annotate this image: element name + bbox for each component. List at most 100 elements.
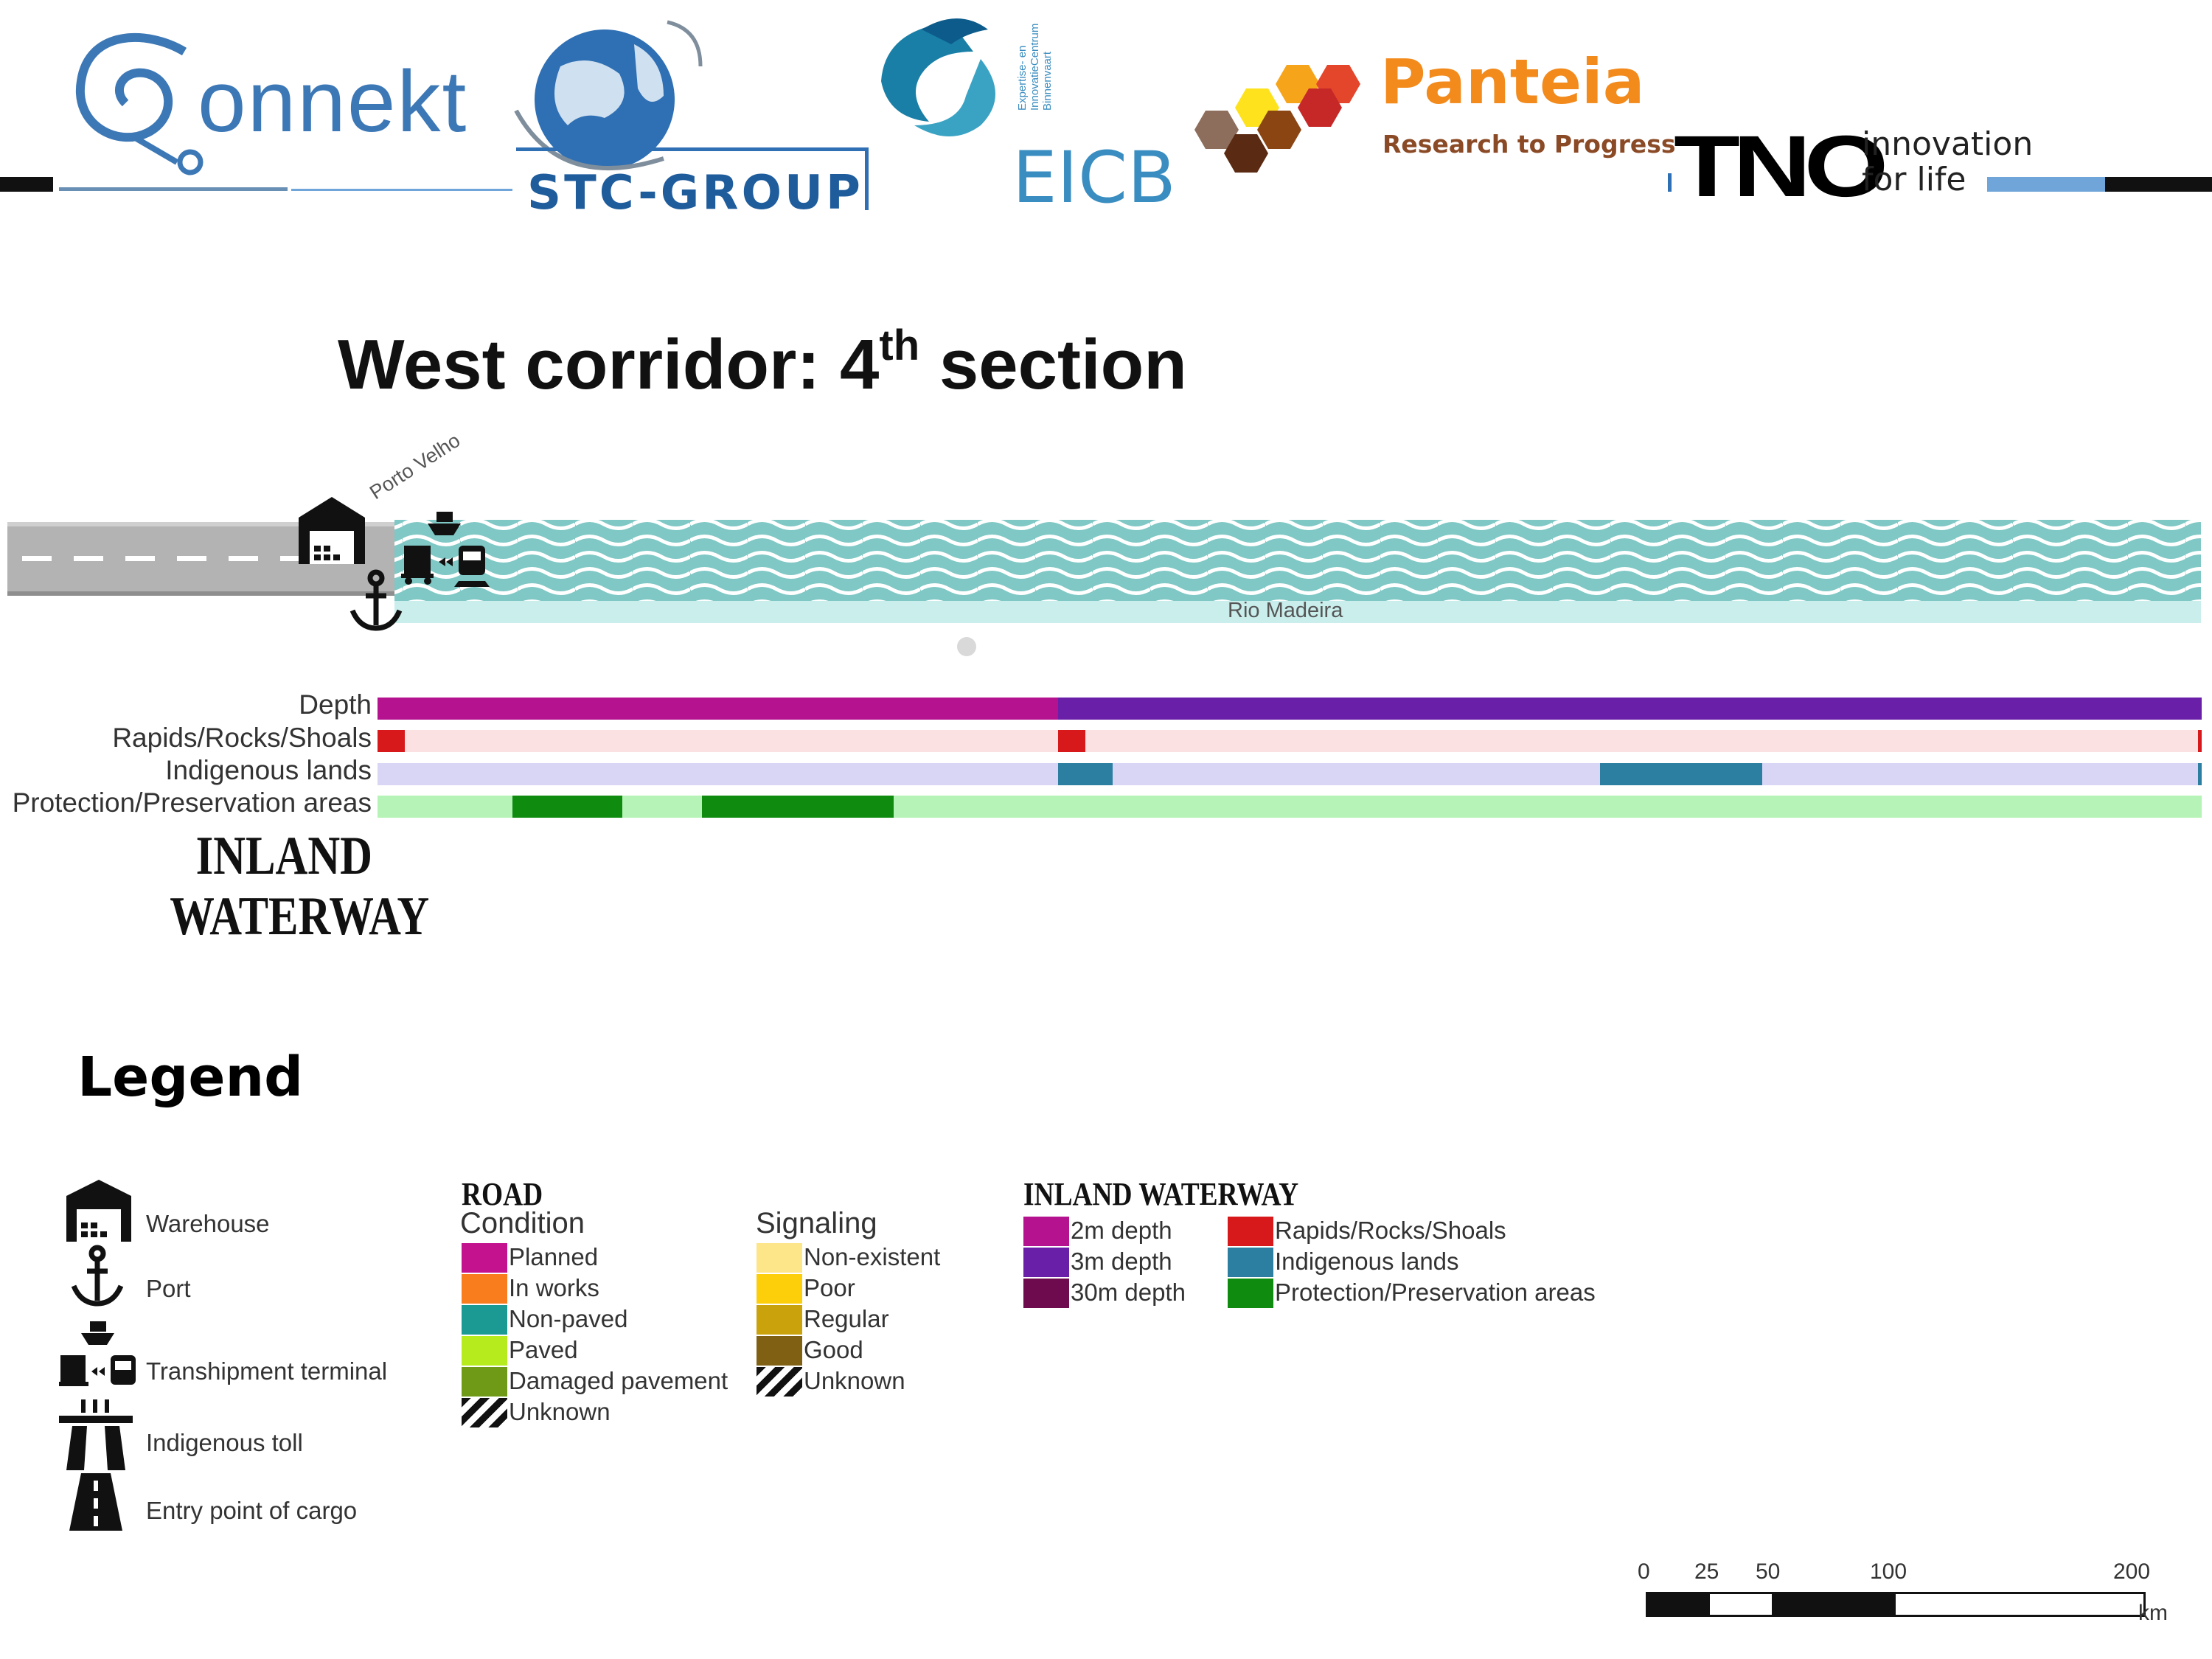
- track-segment: [378, 730, 406, 752]
- tno-tagline-2: for life: [1862, 161, 1966, 198]
- title-superscript: th: [879, 321, 920, 369]
- stc-globe-logo: [514, 20, 869, 210]
- stc-wordmark: STC-GROUP: [527, 166, 863, 220]
- legend-swatch-label: 30m depth: [1071, 1279, 1186, 1306]
- scale-tick-label: 50: [1756, 1559, 1781, 1584]
- track-rapids: [378, 730, 2202, 752]
- legend-swatch-label: Rapids/Rocks/Shoals: [1275, 1217, 1506, 1244]
- eicb-vertical-line: Expertise- en: [1016, 45, 1029, 111]
- legend-swatch: [462, 1336, 507, 1366]
- track-segment: [512, 796, 622, 818]
- scale-tick-label: 200: [2113, 1559, 2151, 1584]
- eicb-logo: [881, 18, 995, 136]
- scale-bar-segment: [1772, 1594, 1896, 1615]
- legend-symbol-icons: [59, 1180, 136, 1531]
- inland-title-line: WATERWAY: [170, 886, 430, 947]
- logo-banner: onnekt STC-GROUP EICB Expertise- en Inno…: [0, 0, 2212, 221]
- river-label: Rio Madeira: [1228, 599, 1343, 622]
- legend-symbol-label: Indigenous toll: [146, 1429, 303, 1456]
- legend-symbol-label: Transhipment terminal: [146, 1357, 388, 1385]
- track-segment: [1599, 763, 1762, 785]
- track-indigenous: [378, 763, 2202, 785]
- map-marker-dot: [957, 637, 976, 656]
- connekt-wordmark: onnekt: [198, 53, 468, 150]
- legend-swatch-label: Good: [804, 1336, 863, 1363]
- tno-tagline-1: innovation: [1862, 125, 2034, 163]
- legend-swatch: [462, 1305, 507, 1335]
- legend-swatch: [1023, 1248, 1069, 1277]
- road-entry-icon: [69, 1473, 122, 1531]
- legend-swatch: [757, 1367, 802, 1397]
- panteia-wordmark: Panteia: [1380, 46, 1645, 118]
- road-legend-subtitle: Condition: [460, 1207, 585, 1239]
- scale-tick-label: 100: [1870, 1559, 1907, 1584]
- track-depth: [378, 698, 2202, 720]
- track-segment: [1057, 730, 1085, 752]
- legend-symbol-label: Warehouse: [146, 1210, 270, 1237]
- scale-tick-label: 25: [1694, 1559, 1719, 1584]
- eicb-vertical-line: Binnenvaart: [1041, 51, 1054, 111]
- track-segment: [1057, 698, 2202, 720]
- legend-swatch-label: In works: [509, 1274, 599, 1301]
- scale-unit: km: [2138, 1601, 2168, 1625]
- legend-swatch: [462, 1367, 507, 1397]
- legend-swatch-label: Non-paved: [509, 1305, 628, 1332]
- legend-swatch-label: 3m depth: [1071, 1248, 1172, 1275]
- track-segment: [2198, 730, 2202, 752]
- legend-swatch: [462, 1398, 507, 1427]
- title-rest: section: [919, 325, 1187, 404]
- logo-banner-graphic: [0, 18, 2212, 210]
- toll-icon: [59, 1399, 133, 1470]
- legend-swatch: [757, 1305, 802, 1335]
- legend-symbol-label: Port: [146, 1275, 191, 1302]
- track-protection: [378, 796, 2202, 818]
- legend-swatch-label: Paved: [509, 1336, 578, 1363]
- legend-swatch-label: Non-existent: [804, 1243, 941, 1270]
- legend-swatch: [757, 1274, 802, 1304]
- track-label-rapids: Rapids/Rocks/Shoals: [112, 723, 372, 753]
- corridor-map: Porto Velho Rio Madeira: [0, 429, 2212, 656]
- track-label-protection: Protection/Preservation areas: [12, 787, 372, 818]
- legend-swatch: [1023, 1279, 1069, 1308]
- eicb-wordmark: EICB: [1012, 136, 1176, 219]
- transhipment-icon: [401, 512, 490, 587]
- legend-symbol-label: Entry point of cargo: [146, 1497, 358, 1524]
- title-main: West corridor: 4: [338, 325, 880, 404]
- eicb-vertical-line: InnovatieCentrum: [1029, 23, 1041, 111]
- scale-tick-label: 0: [1638, 1559, 1650, 1584]
- anchor-icon: [349, 569, 403, 631]
- road-legend-title: ROAD: [462, 1176, 543, 1212]
- eicb-vertical-text: Expertise- en InnovatieCentrum Binnenvaa…: [1016, 0, 1054, 111]
- legend-swatch-label: Unknown: [509, 1398, 611, 1425]
- tno-wordmark: TNO: [1674, 118, 1888, 215]
- signaling-legend-title: Signaling: [756, 1207, 877, 1239]
- track-label-indigenous: Indigenous lands: [165, 755, 372, 785]
- anchor-icon: [71, 1245, 124, 1307]
- legend-swatch-label: Planned: [509, 1243, 599, 1270]
- legend-swatch: [757, 1336, 802, 1366]
- connekt-logo: [75, 32, 204, 175]
- legend-swatch: [1023, 1217, 1069, 1246]
- panteia-tagline: Research to Progress: [1382, 130, 1676, 159]
- legend-swatch-label: Indigenous lands: [1275, 1248, 1459, 1275]
- track-segment: [2198, 763, 2202, 785]
- inland-waterway-title: INLAND WATERWAY: [170, 826, 430, 947]
- legend-swatch-label: Regular: [804, 1305, 889, 1332]
- waterway-legend-title: INLAND WATERWAY: [1023, 1176, 1299, 1212]
- legend-swatch: [1228, 1248, 1273, 1277]
- legend-swatch-label: Protection/Preservation areas: [1275, 1279, 1596, 1306]
- legend-swatch-label: Damaged pavement: [509, 1367, 728, 1394]
- legend-swatch-label: Unknown: [804, 1367, 905, 1394]
- corridor-graphic: [7, 497, 2201, 631]
- legend-swatch: [1228, 1217, 1273, 1246]
- panteia-logo: [1194, 65, 1360, 173]
- legend-swatch: [757, 1243, 802, 1273]
- track-segment: [378, 698, 1058, 720]
- legend-swatch: [1228, 1279, 1273, 1308]
- track-segment: [702, 796, 894, 818]
- legend-title: Legend: [77, 1046, 304, 1109]
- legend-swatch: [462, 1274, 507, 1304]
- track-segment: [1057, 763, 1113, 785]
- warehouse-icon: [66, 1180, 131, 1242]
- transhipment-icon: [59, 1321, 136, 1386]
